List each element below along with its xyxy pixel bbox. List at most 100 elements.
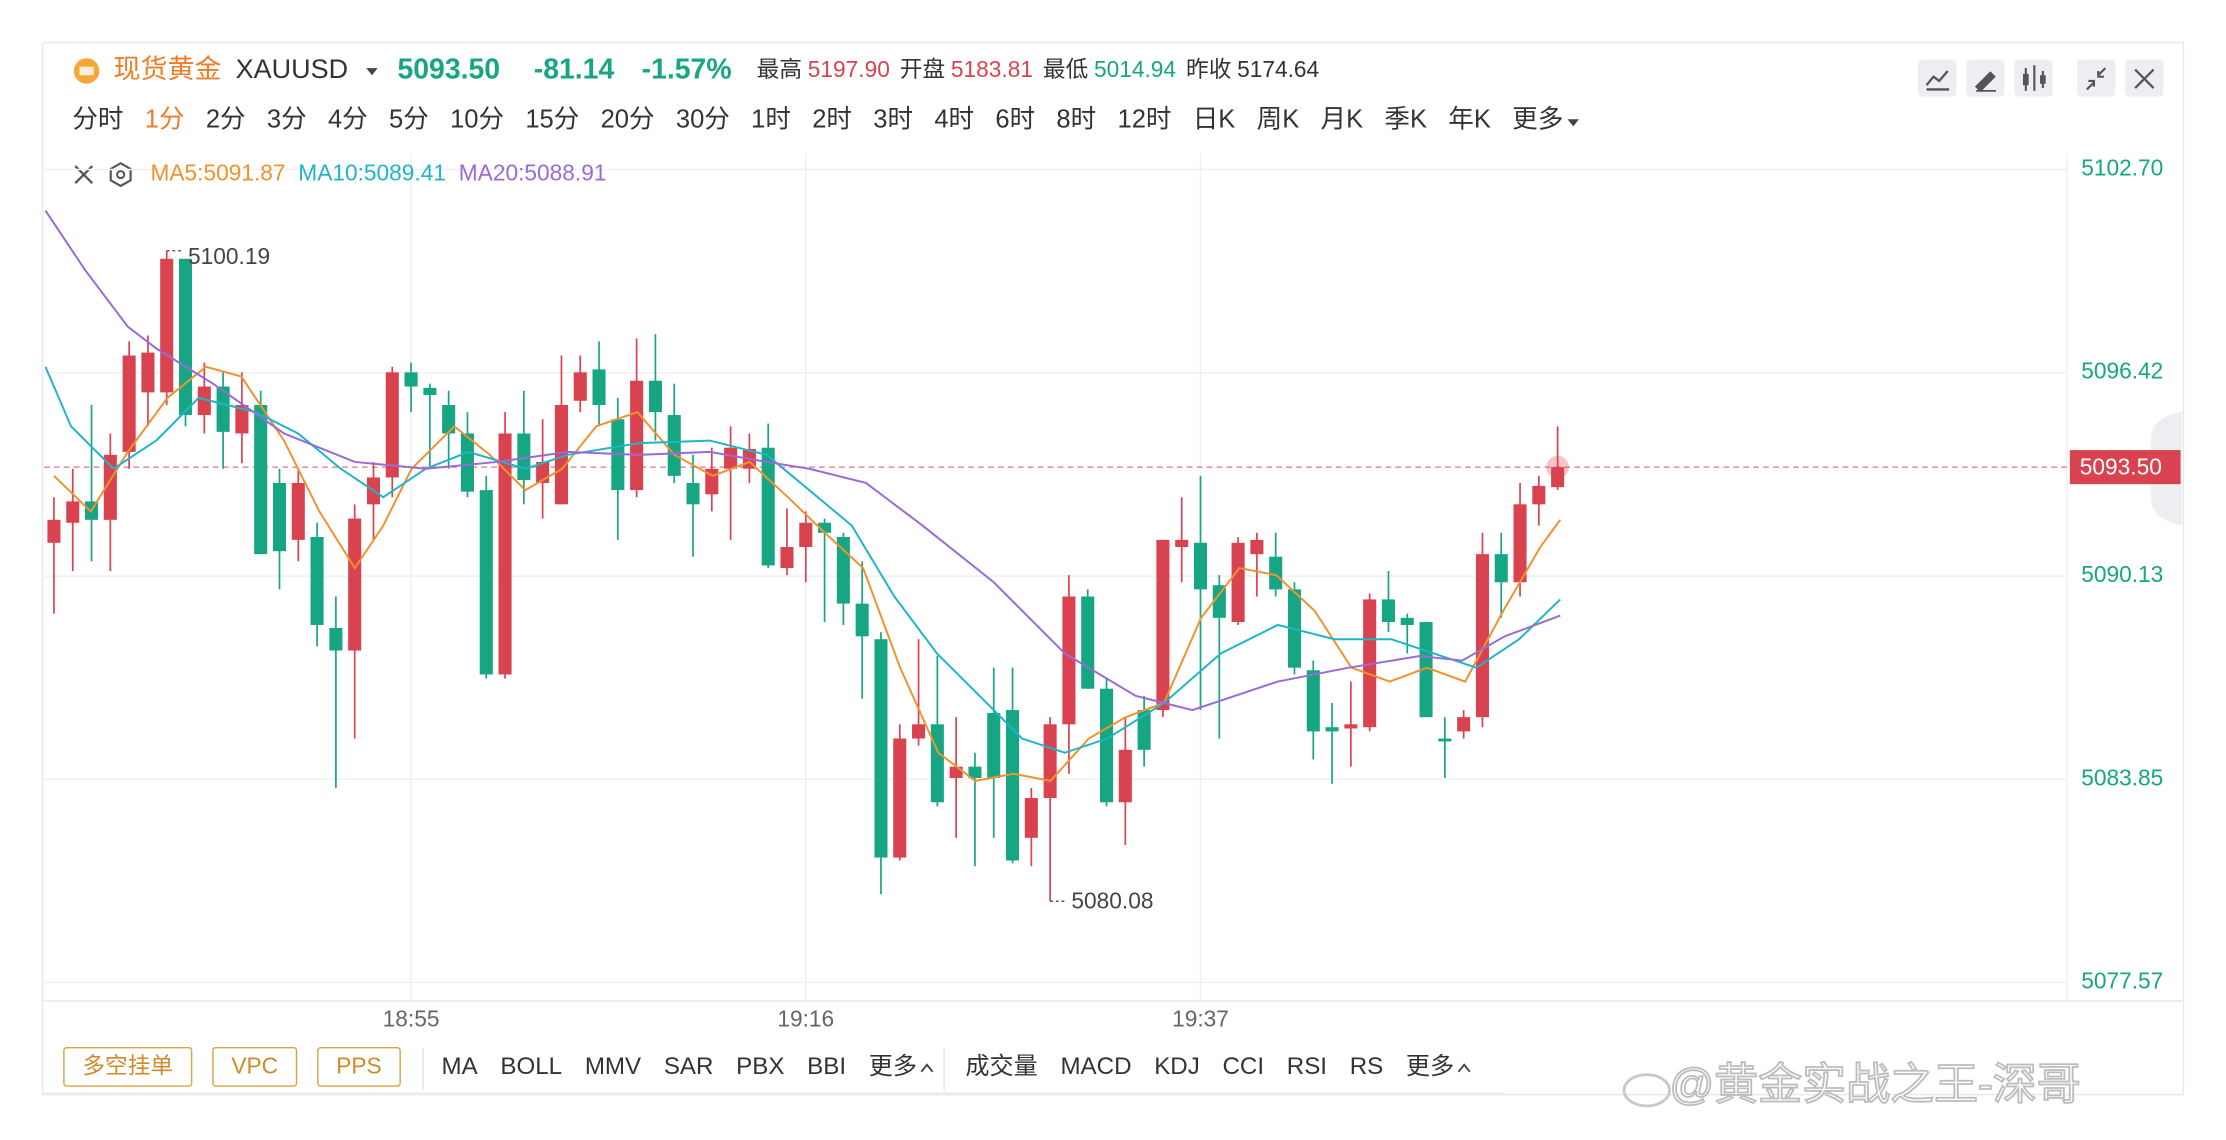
- symbol[interactable]: XAUUSD: [236, 54, 348, 84]
- instrument-name: 现货黄金: [114, 54, 222, 84]
- timeframe-tab[interactable]: 分时: [72, 105, 123, 133]
- tool-button-box[interactable]: [212, 1047, 298, 1087]
- candle-body: [66, 501, 80, 523]
- candle-body: [1043, 724, 1057, 799]
- timeframe-tab[interactable]: 月K: [1321, 105, 1364, 133]
- candle-body: [1438, 738, 1452, 742]
- indicator-tab[interactable]: BBI: [807, 1053, 846, 1080]
- timeframe-tab[interactable]: 8时: [1056, 105, 1096, 133]
- indicator-tab[interactable]: KDJ: [1154, 1053, 1200, 1080]
- timeframe-tab[interactable]: 更多: [1512, 105, 1563, 133]
- indicator-tab[interactable]: CCI: [1223, 1053, 1265, 1080]
- candle-body: [799, 522, 813, 548]
- candle-body: [1532, 485, 1546, 505]
- stat-value: 5197.90: [808, 56, 890, 82]
- indicator-tab[interactable]: MA: [442, 1053, 479, 1080]
- candle-body: [1175, 539, 1189, 548]
- timeframe-tab[interactable]: 6时: [995, 105, 1035, 133]
- candle-body: [1551, 467, 1565, 488]
- x-tick-label: 19:37: [1172, 1006, 1229, 1032]
- tool-button-box[interactable]: [63, 1047, 193, 1087]
- candle-body: [1062, 596, 1076, 725]
- candle-body: [178, 258, 193, 416]
- change-pct: -1.57%: [642, 53, 732, 85]
- timeframe-tab[interactable]: 1分: [145, 105, 185, 133]
- timeframe-tab[interactable]: 12时: [1117, 105, 1171, 133]
- timeframe-tab[interactable]: 3时: [873, 105, 913, 133]
- tool-icon: [1925, 70, 1950, 91]
- timeframe-tab[interactable]: 3分: [267, 105, 307, 133]
- tool-icon: [2022, 73, 2029, 86]
- timeframe-tab[interactable]: 10分: [450, 105, 504, 133]
- ma-legend: MA20:5088.91: [459, 160, 607, 186]
- candle-body: [1231, 542, 1245, 623]
- candle-body: [460, 433, 474, 492]
- ma-line: [44, 366, 1561, 754]
- indicator-tab[interactable]: SAR: [664, 1053, 714, 1080]
- timeframe-tab[interactable]: 5分: [389, 105, 429, 133]
- candle-body: [1137, 710, 1151, 750]
- more-caret: [1567, 119, 1579, 127]
- candle-body: [1193, 542, 1208, 590]
- candle-body: [893, 738, 907, 858]
- indicator-tab[interactable]: 成交量: [965, 1053, 1037, 1080]
- tool-icon: [2040, 75, 2046, 84]
- last-price-label: 5093.50: [2080, 454, 2162, 480]
- candle-body: [1400, 617, 1414, 625]
- ma-legend: MA5:5091.87: [150, 160, 285, 186]
- indicator-tab[interactable]: MMV: [585, 1053, 641, 1080]
- candle-body: [1306, 670, 1320, 732]
- timeframe-tab[interactable]: 4分: [328, 105, 368, 133]
- candle-body: [1325, 727, 1339, 732]
- indicator-tab[interactable]: RSI: [1287, 1053, 1327, 1080]
- x-tick-label: 18:55: [383, 1006, 440, 1032]
- candle-body: [554, 405, 568, 505]
- candle-body: [592, 369, 606, 406]
- indicator-tab[interactable]: 更多: [869, 1053, 917, 1080]
- timeframe-tab[interactable]: 2时: [812, 105, 852, 133]
- indicator-tab[interactable]: MACD: [1060, 1053, 1131, 1080]
- timeframe-tab[interactable]: 季K: [1384, 105, 1427, 133]
- candle-body: [1419, 622, 1433, 718]
- timeframe-tab[interactable]: 周K: [1257, 105, 1300, 133]
- timeframe-tab[interactable]: 日K: [1193, 105, 1236, 133]
- candle-body: [404, 372, 418, 387]
- symbol-caret[interactable]: [366, 68, 378, 76]
- candle-body: [47, 519, 61, 543]
- candle-body: [1494, 554, 1508, 583]
- timeframe-tab[interactable]: 15分: [525, 105, 579, 133]
- candle-body: [912, 724, 926, 739]
- candle-body: [216, 386, 230, 432]
- stat-label: 昨收: [1186, 56, 1231, 82]
- tool-button-label: PPS: [336, 1053, 381, 1079]
- candle-body: [949, 766, 963, 778]
- candle-body: [1212, 585, 1226, 618]
- stat-value: 5014.94: [1094, 56, 1176, 82]
- timeframe-tab[interactable]: 20分: [601, 105, 655, 133]
- candle-body: [667, 415, 681, 476]
- timeframe-tab[interactable]: 1时: [751, 105, 791, 133]
- stat-label: 最高: [757, 56, 802, 82]
- indicator-tab[interactable]: 更多: [1406, 1053, 1454, 1080]
- timeframe-tab[interactable]: 年K: [1448, 105, 1491, 133]
- candle-body: [1081, 596, 1095, 689]
- shrink-button[interactable]: [2076, 59, 2116, 97]
- timeframe-tab[interactable]: 4时: [934, 105, 974, 133]
- indicator-tab[interactable]: RS: [1350, 1053, 1384, 1080]
- indicator-tab[interactable]: BOLL: [500, 1053, 562, 1080]
- stat-value: 5183.81: [951, 56, 1033, 82]
- y-tick-label: 5077.57: [2081, 967, 2163, 993]
- indicator-tab[interactable]: PBX: [736, 1053, 784, 1080]
- more-caret-up: [920, 1063, 934, 1073]
- timeframe-tab[interactable]: 30分: [676, 105, 730, 133]
- tool-button-box[interactable]: [317, 1047, 401, 1087]
- tool-button-label: 多空挂单: [82, 1053, 173, 1079]
- candle-body: [479, 490, 493, 675]
- candle-body: [1344, 724, 1358, 729]
- top-tools: [1917, 59, 2164, 97]
- tool-icon: [1974, 71, 1997, 93]
- ma-line: [44, 210, 1561, 712]
- plot-area: [44, 210, 2067, 902]
- timeframe-tab[interactable]: 2分: [206, 105, 246, 133]
